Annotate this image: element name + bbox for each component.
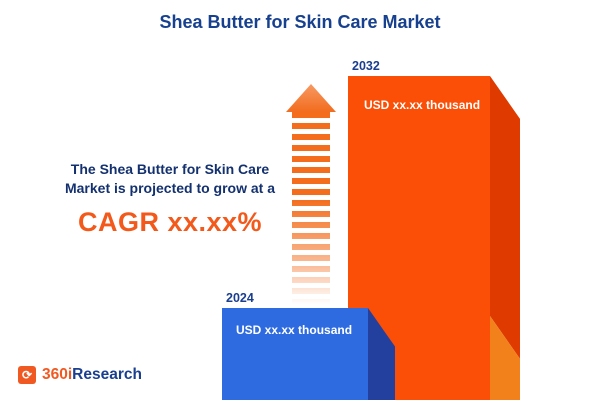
logo-text-research: Research xyxy=(72,366,142,383)
bar-2024-value-label: USD xx.xx thousand xyxy=(236,323,353,337)
bar-2024: USD xx.xx thousand xyxy=(222,308,368,400)
logo-mark-icon: ⟳ xyxy=(18,366,36,384)
bar-2032-value-label: USD xx.xx thousand xyxy=(364,98,481,112)
logo-text-360i: 360i xyxy=(42,366,73,383)
cagr-value: CAGR xx.xx% xyxy=(77,207,263,237)
growth-arrow-head-icon xyxy=(286,84,336,112)
page-title: Shea Butter for Skin Care Market xyxy=(159,12,441,32)
logo-text: 360iResearch xyxy=(42,366,142,384)
growth-annotation: The Shea Butter for Skin Care Market is … xyxy=(35,160,305,238)
bar-2032-side-upper xyxy=(490,76,520,359)
bar-2024-year-label: 2024 xyxy=(226,291,254,305)
brand-logo: ⟳ 360iResearch xyxy=(18,366,142,384)
bar-2032-year-label: 2032 xyxy=(352,59,380,73)
annotation-line-1: The Shea Butter for Skin Care xyxy=(70,161,270,177)
bar-2032-side xyxy=(490,76,520,400)
growth-arrow-stripes-icon xyxy=(292,112,330,304)
annotation-line-2: Market is projected to grow at a xyxy=(64,180,276,196)
